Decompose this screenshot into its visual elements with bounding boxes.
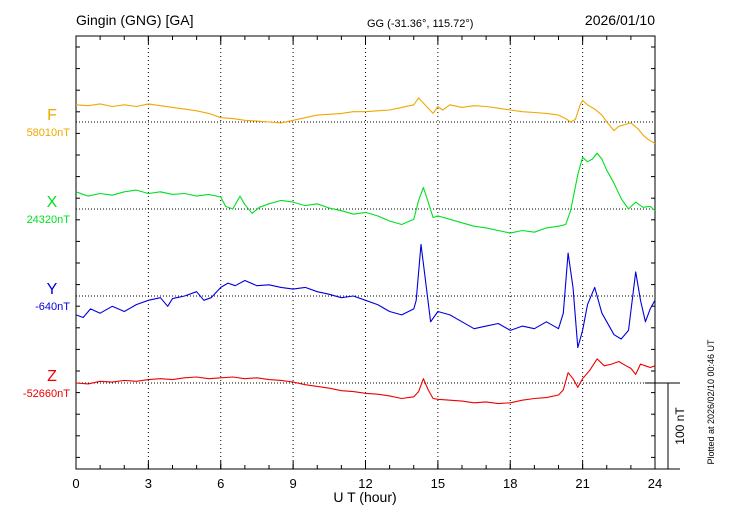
series-y-baseline: -640nT [35, 301, 70, 313]
station-coordinates: GG (-31.36°, 115.72°) [367, 18, 473, 30]
x-tick-label: 24 [648, 476, 662, 491]
series-f-line [75, 97, 656, 144]
series-labels: F 58010nT X 24320nT Y -640nT Z -52660nT [23, 107, 70, 400]
x-tick-label: 0 [72, 476, 79, 491]
scale-bar: 100 nT [645, 382, 687, 470]
scale-bar-label: 100 nT [673, 407, 687, 445]
series-x-name: X [47, 194, 58, 211]
series-x-baseline: 24320nT [27, 214, 71, 226]
chart-date: 2026/01/10 [585, 12, 655, 28]
x-tick-labels: 0 3 6 9 12 15 18 21 24 [72, 476, 662, 491]
x-tick-label: 9 [290, 476, 297, 491]
axis-ticks [75, 36, 656, 469]
x-tick-label: 6 [217, 476, 224, 491]
grid-lines [76, 36, 655, 469]
series-y-line [75, 243, 656, 349]
data-series [75, 97, 656, 405]
x-tick-label: 12 [358, 476, 372, 491]
x-tick-label: 21 [575, 476, 589, 491]
x-tick-label: 3 [145, 476, 152, 491]
x-tick-label: 18 [503, 476, 517, 491]
series-z-line [75, 358, 656, 405]
plotted-timestamp: Plotted at 2026/02/10 00:46 UT [706, 339, 716, 465]
x-tick-label: 15 [431, 476, 445, 491]
series-f-baseline: 58010nT [27, 127, 71, 139]
series-f-name: F [47, 107, 57, 124]
series-y-name: Y [47, 281, 58, 298]
x-axis-label: U T (hour) [333, 489, 396, 505]
series-x-line [75, 152, 656, 234]
series-z-baseline: -52660nT [23, 388, 70, 400]
series-z-name: Z [47, 368, 57, 385]
station-title: Gingin (GNG) [GA] [76, 12, 193, 28]
